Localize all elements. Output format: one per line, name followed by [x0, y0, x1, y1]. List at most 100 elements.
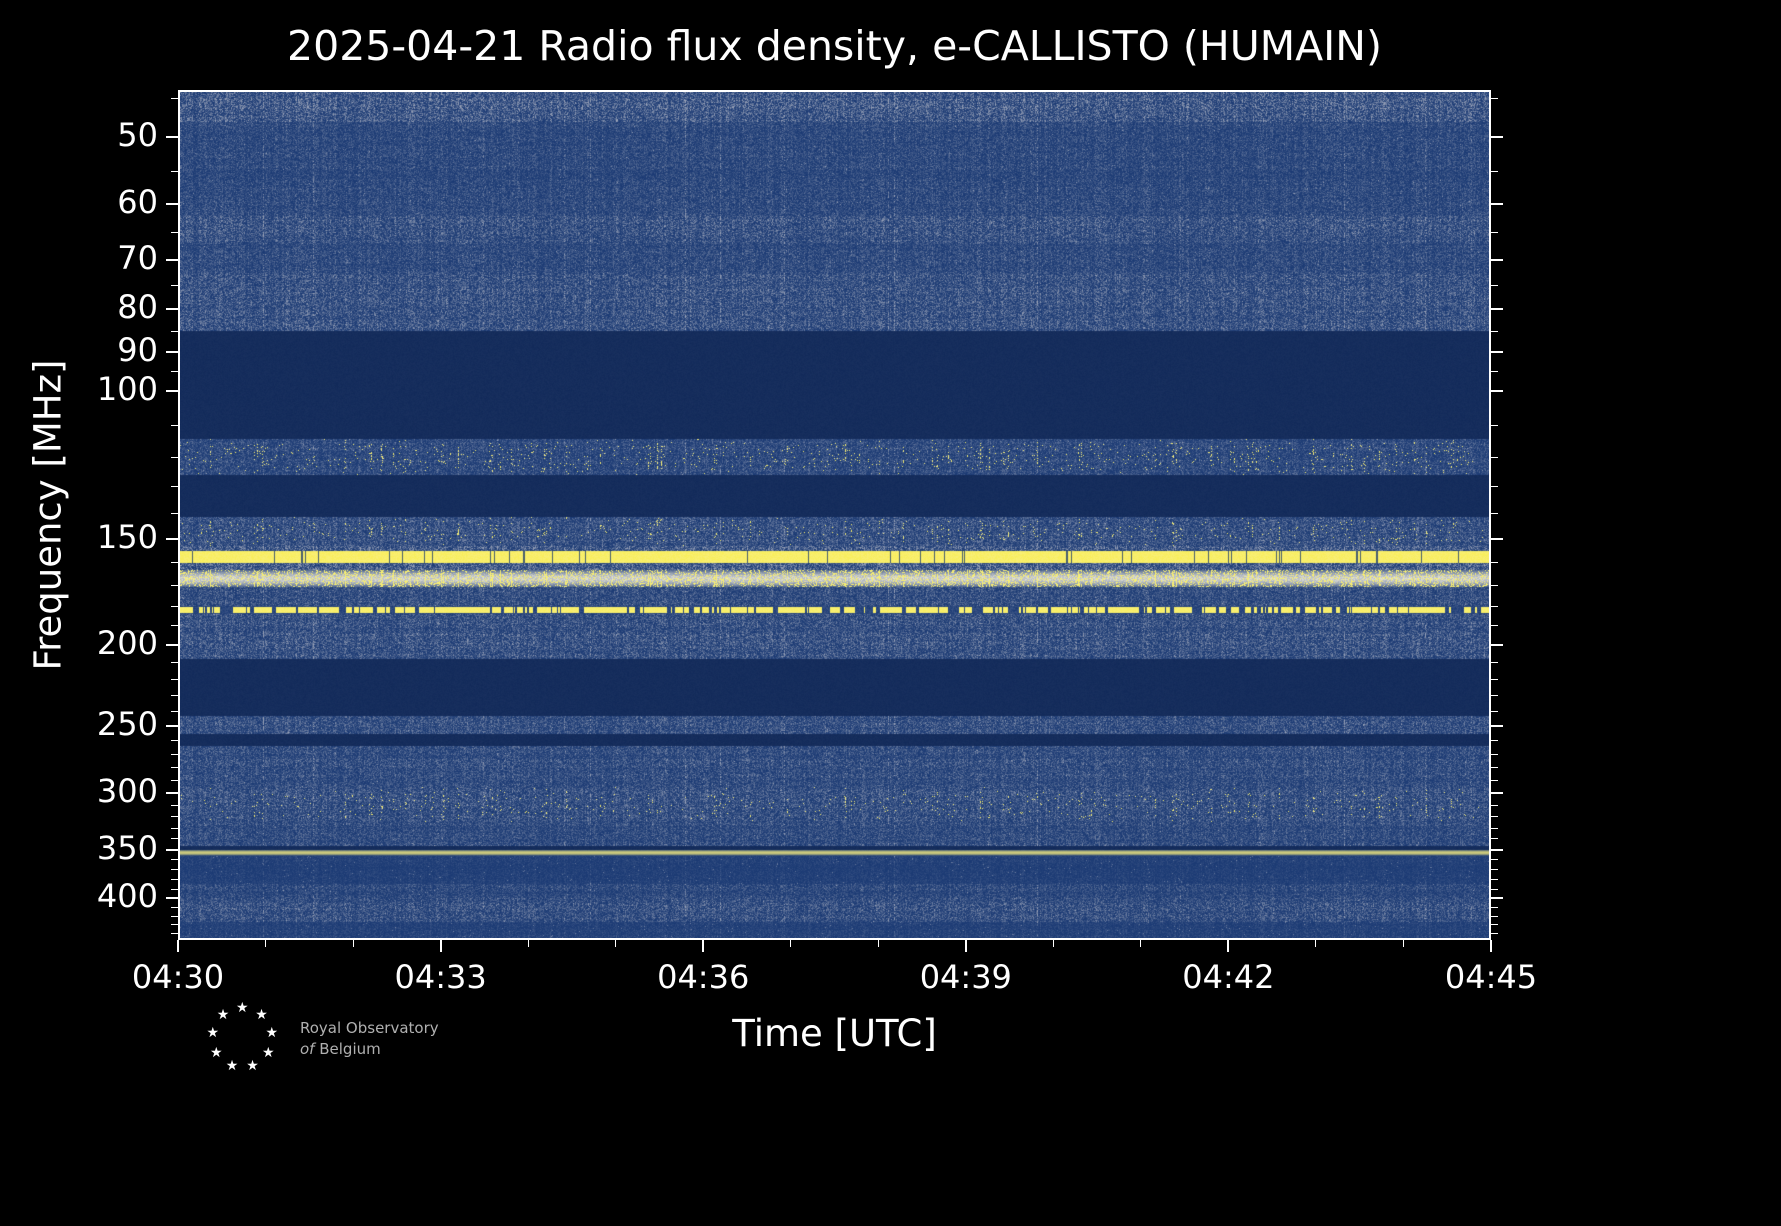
- x-axis-label: Time [UTC]: [732, 1012, 937, 1055]
- y-tick-label: 90: [117, 331, 158, 370]
- y-minor-tick-right: [1491, 232, 1498, 234]
- y-major-tick-right: [1491, 351, 1503, 354]
- y-major-tick-right: [1491, 259, 1503, 262]
- y-minor-tick-right: [1491, 425, 1498, 427]
- x-major-tick: [702, 940, 705, 952]
- y-major-tick-right: [1491, 307, 1503, 310]
- rob-logo-star-icon: ★: [225, 1058, 239, 1075]
- y-minor-tick-right: [1491, 605, 1498, 607]
- y-minor-tick-right: [1491, 486, 1498, 488]
- y-major-tick-right: [1491, 725, 1503, 728]
- x-major-tick: [1490, 940, 1492, 952]
- y-minor-tick-right: [1491, 661, 1498, 663]
- y-major-tick-left: [166, 792, 178, 795]
- y-major-tick-right: [1491, 135, 1503, 138]
- y-major-tick-left: [166, 202, 178, 205]
- y-minor-tick-right: [1491, 907, 1498, 909]
- y-minor-tick-right: [1491, 171, 1498, 173]
- y-minor-tick-right: [1491, 767, 1498, 769]
- x-major-tick: [964, 940, 967, 952]
- y-tick-label: 60: [117, 182, 158, 221]
- plot-area: [178, 90, 1491, 940]
- y-major-tick-left: [166, 643, 178, 646]
- plot-inner: [180, 92, 1489, 938]
- y-minor-tick-right: [1491, 625, 1498, 627]
- y-minor-tick-left: [171, 710, 178, 712]
- y-minor-tick-left: [171, 859, 178, 861]
- y-minor-tick-right: [1491, 932, 1498, 934]
- y-minor-tick-left: [171, 915, 178, 917]
- y-tick-label: 100: [96, 369, 158, 408]
- spectrogram-canvas: [180, 92, 1489, 938]
- y-minor-tick-right: [1491, 879, 1498, 881]
- y-minor-tick-left: [171, 661, 178, 663]
- y-minor-tick-right: [1491, 371, 1498, 373]
- y-minor-tick-right: [1491, 284, 1498, 286]
- y-minor-tick-left: [171, 767, 178, 769]
- y-minor-tick-right: [1491, 695, 1498, 697]
- y-minor-tick-left: [171, 513, 178, 515]
- y-minor-tick-left: [171, 780, 178, 782]
- y-minor-tick-right: [1491, 97, 1498, 99]
- y-minor-tick-left: [171, 284, 178, 286]
- y-minor-tick-left: [171, 888, 178, 890]
- y-major-tick-left: [166, 351, 178, 354]
- x-minor-tick: [1052, 940, 1054, 947]
- y-minor-tick-left: [171, 456, 178, 458]
- y-minor-tick-right: [1491, 740, 1498, 742]
- y-minor-tick-left: [171, 232, 178, 234]
- y-major-tick-left: [166, 135, 178, 138]
- y-minor-tick-right: [1491, 562, 1498, 564]
- y-tick-label: 50: [117, 115, 158, 154]
- y-minor-tick-left: [171, 330, 178, 332]
- rob-logo-star-icon: ★: [265, 1024, 279, 1041]
- x-minor-tick: [352, 940, 354, 947]
- y-minor-tick-left: [171, 838, 178, 840]
- y-minor-tick-left: [171, 625, 178, 627]
- y-tick-label: 80: [117, 287, 158, 326]
- y-minor-tick-right: [1491, 456, 1498, 458]
- y-minor-tick-left: [171, 371, 178, 373]
- y-minor-tick-right: [1491, 804, 1498, 806]
- y-minor-tick-right: [1491, 584, 1498, 586]
- y-minor-tick-left: [171, 924, 178, 926]
- y-minor-tick-right: [1491, 330, 1498, 332]
- rob-logo-star-icon: ★: [246, 1058, 259, 1075]
- y-major-tick-right: [1491, 202, 1503, 205]
- x-tick-label: 04:30: [131, 958, 225, 996]
- y-tick-label: 400: [96, 877, 158, 916]
- y-minor-tick-right: [1491, 816, 1498, 818]
- y-minor-tick-left: [171, 695, 178, 697]
- y-minor-tick-left: [171, 827, 178, 829]
- y-minor-tick-right: [1491, 754, 1498, 756]
- rob-logo-line2-belgium: Belgium: [319, 1040, 381, 1058]
- y-minor-tick-left: [171, 869, 178, 871]
- y-tick-label: 250: [96, 705, 158, 744]
- y-minor-tick-left: [171, 425, 178, 427]
- y-tick-label: 150: [96, 518, 158, 557]
- x-minor-tick: [615, 940, 617, 947]
- x-minor-tick: [1140, 940, 1142, 947]
- rob-logo-star-icon: ★: [255, 1007, 268, 1024]
- x-tick-label: 04:42: [1182, 958, 1275, 996]
- rob-logo-line1: Royal Observatory: [300, 1019, 439, 1037]
- y-major-tick-right: [1491, 792, 1503, 795]
- chart-title: 2025-04-21 Radio flux density, e-CALLIST…: [287, 22, 1382, 70]
- y-minor-tick-right: [1491, 838, 1498, 840]
- y-minor-tick-right: [1491, 915, 1498, 917]
- y-minor-tick-left: [171, 804, 178, 806]
- y-minor-tick-left: [171, 679, 178, 680]
- y-major-tick-left: [166, 538, 178, 541]
- y-minor-tick-right: [1491, 710, 1498, 712]
- y-minor-tick-right: [1491, 869, 1498, 871]
- y-tick-label: 300: [96, 772, 158, 811]
- y-major-tick-left: [166, 259, 178, 262]
- y-major-tick-left: [166, 848, 178, 851]
- x-major-tick: [439, 940, 442, 952]
- y-minor-tick-right: [1491, 859, 1498, 861]
- y-major-tick-right: [1491, 897, 1503, 900]
- y-major-tick-right: [1491, 538, 1503, 541]
- y-minor-tick-right: [1491, 513, 1498, 515]
- x-minor-tick: [877, 940, 879, 947]
